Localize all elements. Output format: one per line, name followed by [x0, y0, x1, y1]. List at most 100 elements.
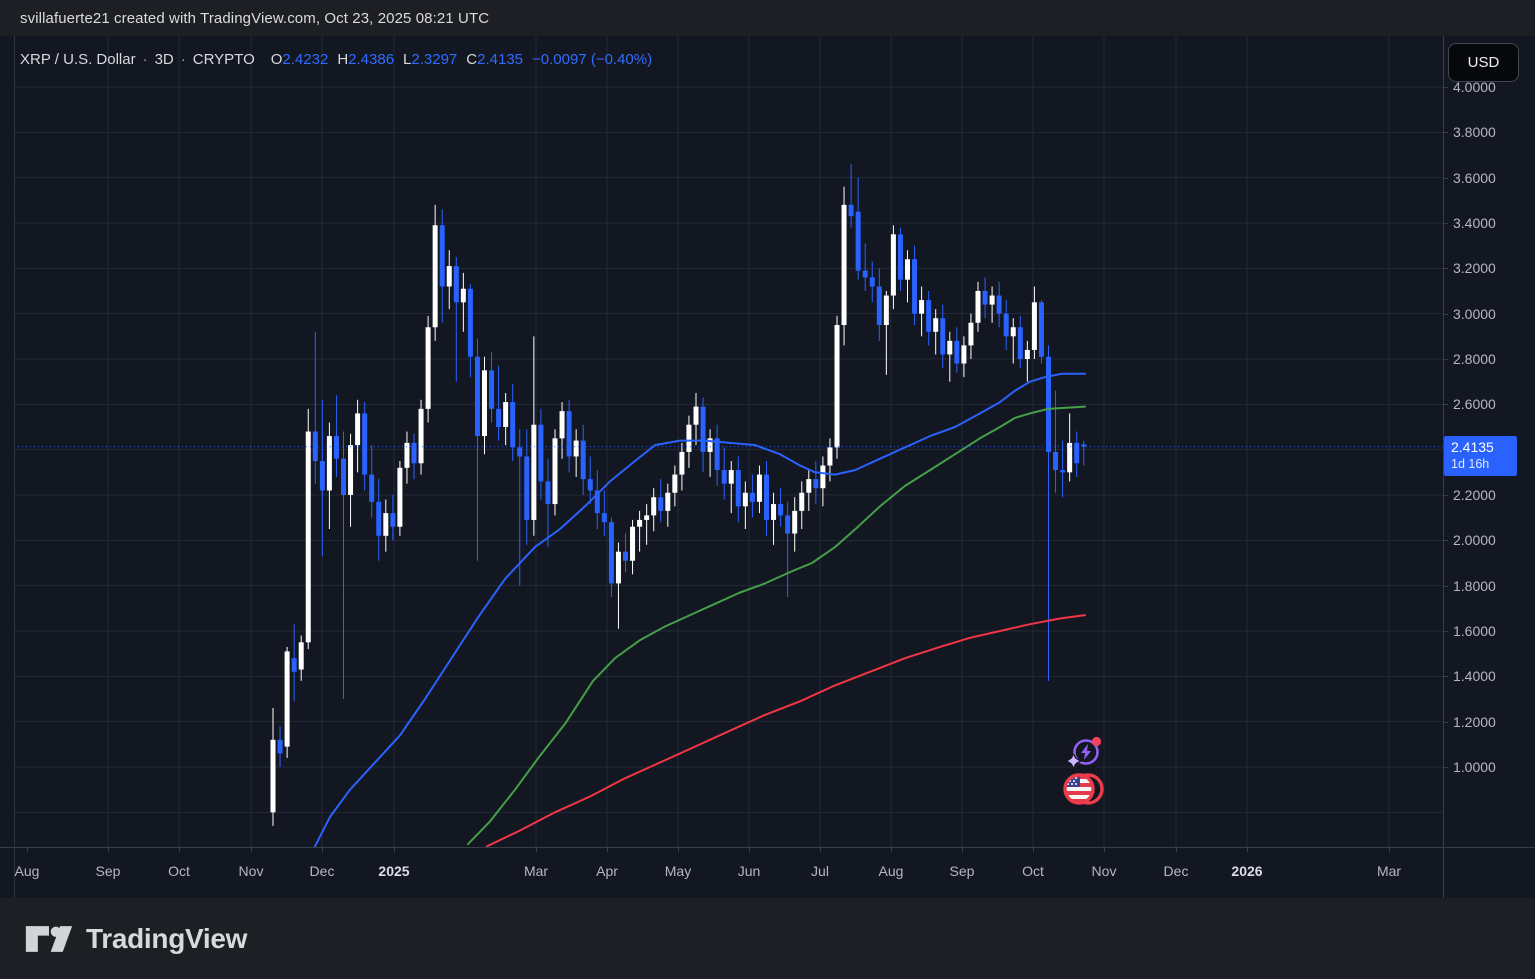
price-axis[interactable]: USD 4.0000 3.8000 3.6000 3.4000 3.2000 3.0000…: [1444, 36, 1535, 898]
candle-body: [700, 406, 706, 452]
candle-body: [566, 411, 572, 457]
price-tick: [1444, 404, 1448, 406]
candle-body: [531, 424, 537, 520]
price-label: 3.4000: [1453, 214, 1496, 231]
candle-body: [615, 551, 621, 584]
candle-body: [897, 234, 903, 280]
low-letter: L: [403, 51, 412, 68]
price-label: 4.0000: [1453, 79, 1496, 95]
price-label: 2.0000: [1453, 532, 1496, 549]
candle-body: [841, 204, 847, 325]
candle-body: [912, 259, 918, 314]
candle-body: [517, 447, 523, 457]
candle-body: [474, 356, 480, 437]
candle-body: [855, 211, 861, 271]
interval-label[interactable]: 3D: [154, 51, 174, 68]
time-label: Mar: [523, 863, 549, 879]
price-label: 2.6000: [1453, 396, 1496, 413]
ai-assistant-event-icon[interactable]: [1064, 733, 1105, 771]
candle-body: [341, 458, 346, 495]
candle-body: [333, 436, 339, 459]
candle-body: [623, 551, 628, 561]
ai-spark-glyph: [1064, 734, 1104, 770]
candle-body: [658, 497, 664, 511]
time-label: 2026: [1231, 863, 1263, 879]
candle-body: [975, 290, 981, 323]
price-tick: [1444, 268, 1448, 270]
candle-body: [714, 438, 720, 471]
candle-body: [1003, 313, 1009, 337]
price-label: 3.0000: [1453, 305, 1496, 322]
price-label: 2.8000: [1453, 350, 1496, 367]
candle-body: [489, 370, 495, 409]
candle-body: [933, 318, 939, 332]
symbol-title[interactable]: XRP / U.S. Dollar: [20, 51, 136, 68]
candle-body: [926, 300, 932, 332]
legend-separator: ·: [180, 51, 186, 68]
time-label: Dec: [1163, 863, 1189, 879]
price-label: 2.2000: [1453, 486, 1496, 503]
last-price-value: 2.4135: [1451, 438, 1494, 455]
tradingview-logo-icon[interactable]: [25, 922, 73, 956]
candle-body: [312, 431, 318, 461]
price-tick: [1444, 721, 1448, 723]
ohlc-readout: O2.4232 H2.4386 L2.3297 C2.4135: [271, 51, 523, 68]
candle-body: [834, 324, 840, 448]
candle-body: [947, 340, 953, 355]
candle-body: [813, 479, 819, 489]
us-flag-event-icon[interactable]: [1061, 770, 1105, 808]
candle-body: [756, 474, 762, 502]
time-tick: [251, 848, 252, 852]
price-label: 3.2000: [1453, 260, 1496, 277]
attribution-text: svillafuerte21 created with TradingView.…: [20, 9, 490, 27]
candle-body: [397, 467, 403, 527]
candle-body: [453, 266, 459, 303]
candle-body: [905, 259, 910, 280]
time-axis[interactable]: Aug Sep Oct Nov Dec 2025 Mar Apr May Jun Jul Aug Sep…: [0, 847, 1535, 898]
candle-body: [432, 225, 438, 328]
candle-body: [298, 642, 304, 670]
currency-toggle-button[interactable]: USD: [1448, 43, 1519, 82]
candle-body: [728, 470, 734, 484]
time-tick: [678, 848, 679, 852]
time-label: Dec: [309, 863, 335, 879]
price-chart[interactable]: [14, 36, 1443, 847]
time-tick: [108, 848, 109, 852]
candle-body: [862, 270, 868, 278]
time-label: Oct: [1022, 863, 1044, 879]
candle-body: [482, 370, 487, 437]
candle-body: [552, 438, 558, 505]
close-readout: C2.4135: [466, 51, 523, 68]
candle-body: [1074, 442, 1080, 464]
time-tick: [1033, 848, 1034, 852]
candle-body: [496, 408, 502, 427]
candle-body: [446, 266, 452, 287]
candle-body: [869, 277, 875, 287]
high-value: 2.4386: [348, 51, 395, 68]
candle-body: [665, 492, 671, 511]
us-flag-glyph: [1063, 773, 1104, 805]
candle-body: [1038, 302, 1044, 357]
candle-body: [651, 497, 657, 516]
tradingview-wordmark[interactable]: TradingView: [86, 922, 248, 954]
candle-body: [411, 442, 417, 464]
candle-body: [503, 402, 509, 427]
candle-body: [369, 474, 375, 502]
price-label: 1.6000: [1453, 622, 1496, 639]
ma-slow-line: [486, 614, 1086, 847]
time-tick: [394, 848, 395, 852]
candle-body: [1031, 302, 1037, 350]
last-price-tag: 2.4135 1d 16h: [1444, 435, 1517, 476]
candle-body: [630, 526, 636, 561]
time-label: Nov: [238, 863, 264, 879]
time-label: Sep: [949, 863, 975, 879]
time-label: Jul: [811, 863, 829, 879]
chart-left-border: [14, 36, 15, 898]
candle-body: [1024, 349, 1030, 359]
candle-body: [989, 295, 995, 305]
price-label: 1.8000: [1453, 577, 1496, 594]
candle-body: [326, 436, 332, 491]
time-tick: [27, 848, 28, 852]
time-label: Jun: [737, 863, 761, 879]
